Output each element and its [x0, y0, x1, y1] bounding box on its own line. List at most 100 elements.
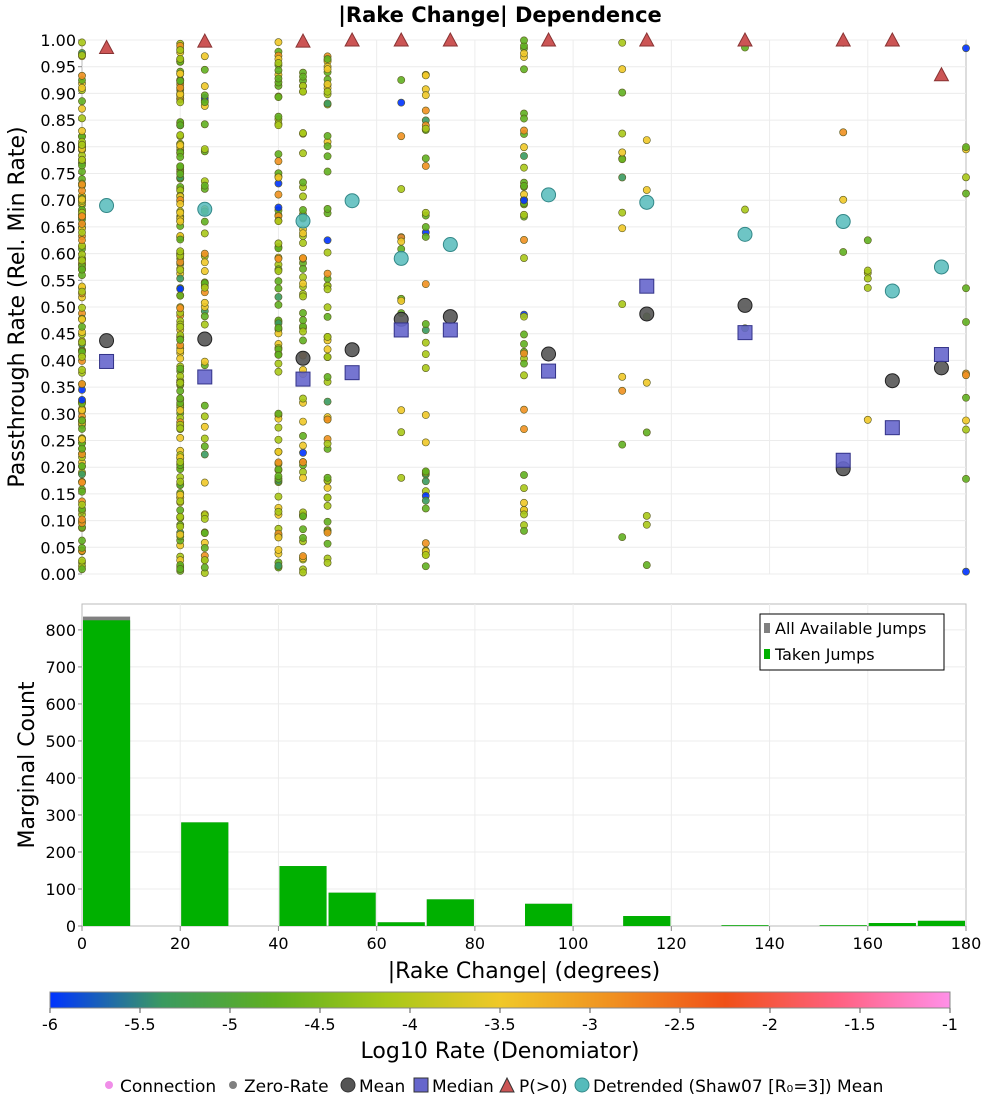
- colorbar-tick-label: -6: [42, 1015, 58, 1034]
- scatter-point: [176, 406, 185, 415]
- median-marker: [99, 353, 115, 369]
- scatter-point: [421, 162, 430, 170]
- scatter-point: [421, 338, 430, 347]
- histogram-x-tick-label: 100: [558, 934, 589, 953]
- scatter-point: [176, 90, 185, 99]
- scatter-point: [176, 394, 185, 403]
- scatter-point: [618, 224, 627, 233]
- scatter-point: [962, 371, 970, 380]
- scatter-point: [176, 208, 185, 217]
- scatter-point: [323, 373, 332, 381]
- scatter-stat-markers: [98, 31, 950, 477]
- scatter-point: [200, 412, 209, 421]
- scatter-point: [78, 396, 86, 404]
- scatter-point: [78, 256, 86, 265]
- detrended-mean-marker: [295, 213, 311, 229]
- histogram-x-tick-label: 20: [170, 934, 190, 953]
- legend-median-label: Median: [432, 1077, 494, 1097]
- scatter-point: [176, 266, 185, 274]
- scatter-point: [274, 284, 283, 293]
- histogram-x-tick-label: 60: [366, 934, 386, 953]
- scatter-point: [274, 66, 283, 75]
- colorbar-tick-label: -5.5: [124, 1015, 155, 1034]
- scatter-point: [618, 440, 627, 449]
- scatter-point: [274, 293, 283, 301]
- scatter-point: [176, 378, 185, 387]
- scatter-point: [962, 425, 970, 434]
- colorbar-tick-label: -4.5: [304, 1015, 335, 1034]
- scatter-point: [200, 283, 209, 292]
- scatter-point: [323, 493, 332, 502]
- median-marker: [197, 369, 213, 385]
- median-marker: [344, 365, 360, 381]
- scatter-point: [421, 71, 430, 80]
- scatter-point: [421, 91, 430, 100]
- p-gt-zero-marker: [835, 31, 852, 47]
- scatter-point: [323, 528, 332, 537]
- marker-legend: Connection Zero-Rate Mean Median P(>0) D…: [105, 1076, 883, 1097]
- legend-connection-label: Connection: [120, 1077, 216, 1097]
- scatter-y-tick-label: 0.65: [40, 218, 76, 237]
- scatter-y-tick-label: 0.05: [40, 538, 76, 557]
- scatter-point: [421, 477, 430, 486]
- scatter-point: [299, 458, 307, 467]
- scatter-point: [299, 129, 307, 137]
- detrended-mean-marker: [737, 226, 753, 242]
- scatter-point: [520, 312, 528, 321]
- scatter-point: [274, 59, 283, 67]
- scatter-point: [299, 239, 307, 247]
- scatter-point: [200, 434, 209, 443]
- scatter-point: [78, 228, 86, 237]
- scatter-point: [274, 121, 283, 130]
- scatter-point: [176, 304, 185, 313]
- scatter-point: [299, 417, 307, 426]
- p-gt-zero-marker: [295, 33, 311, 48]
- scatter-point: [618, 300, 627, 309]
- scatter-point: [642, 378, 651, 387]
- scatter-y-tick-label: 0.35: [40, 378, 76, 397]
- scatter-point: [176, 162, 185, 171]
- bar-taken: [83, 620, 131, 926]
- scatter-point: [962, 284, 970, 293]
- p-gt-zero-marker: [196, 33, 213, 48]
- scatter-point: [323, 333, 332, 341]
- scatter-point: [299, 72, 307, 81]
- scatter-point: [520, 126, 528, 135]
- scatter-point: [78, 303, 86, 312]
- scatter-point: [78, 97, 86, 106]
- scatter-point: [200, 422, 209, 431]
- scatter-point: [78, 352, 86, 361]
- scatter-point: [323, 80, 332, 89]
- scatter-point: [323, 539, 332, 548]
- scatter-point: [176, 121, 185, 130]
- scatter-point: [176, 477, 185, 486]
- scatter-point: [520, 484, 528, 492]
- scatter-point: [323, 313, 332, 321]
- scatter-point: [323, 132, 332, 140]
- scatter-point: [618, 386, 627, 395]
- scatter-point: [78, 212, 86, 221]
- scatter-point: [642, 511, 651, 520]
- scatter-point: [520, 152, 528, 160]
- scatter-point: [618, 88, 627, 97]
- scatter-point: [176, 54, 185, 63]
- mean-marker: [344, 342, 360, 358]
- scatter-point: [323, 345, 332, 354]
- scatter-point: [618, 208, 627, 217]
- scatter-point: [520, 181, 528, 190]
- scatter-point: [863, 283, 872, 292]
- colorbar-tick-label: -2.5: [664, 1015, 695, 1034]
- scatter-point: [274, 267, 283, 275]
- scatter-point: [520, 143, 528, 152]
- scatter-point: [520, 254, 528, 262]
- scatter-point: [274, 93, 283, 102]
- scatter-point: [323, 248, 332, 257]
- scatter-point: [741, 205, 749, 214]
- scatter-point: [520, 163, 528, 172]
- scatter-point: [78, 470, 86, 479]
- scatter-point: [200, 401, 209, 410]
- scatter-y-tick-label: 0.30: [40, 405, 76, 424]
- detrended-mean-marker: [344, 193, 360, 209]
- detrended-mean-marker: [835, 214, 851, 230]
- colorbar-tick-labels: -6 -5.5 -5 -4.5 -4 -3.5 -3 -2.5 -2 -1.5 -1: [42, 1008, 958, 1034]
